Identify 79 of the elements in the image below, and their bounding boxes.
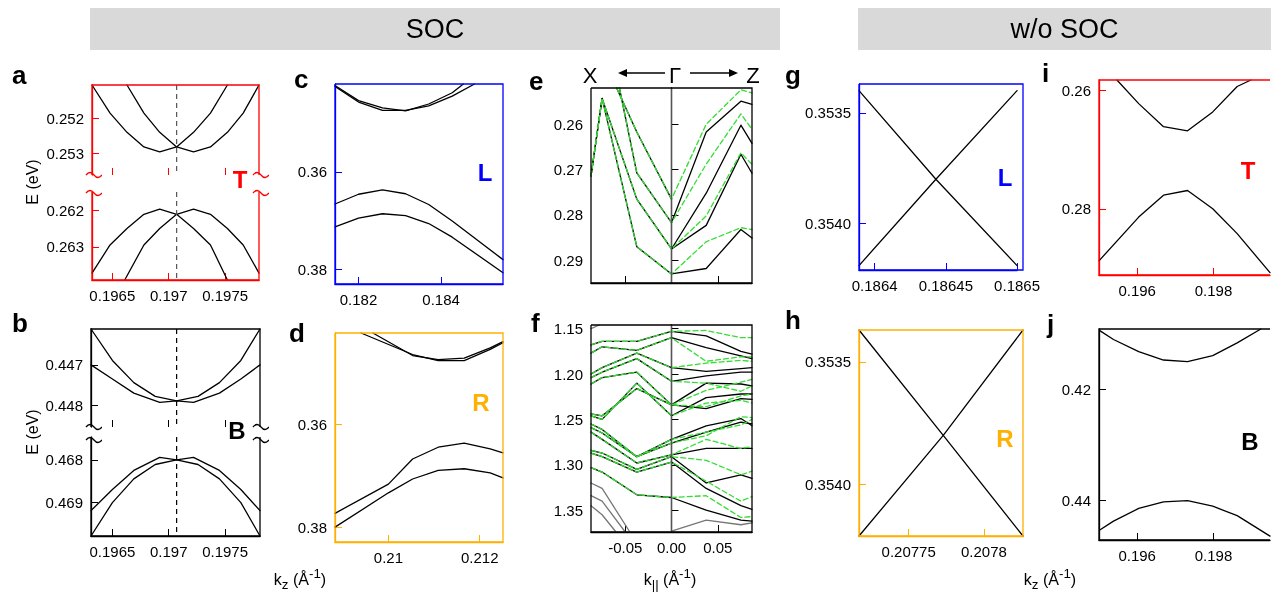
annotation: B: [228, 417, 246, 444]
text: w/o SOC: [1010, 13, 1119, 45]
y-tick-label: 0.42: [1061, 380, 1091, 398]
y-tick-label: 0.468: [45, 451, 83, 469]
x-tick-label: 0.1865: [994, 277, 1041, 294]
x-tick-label: 0.05: [703, 539, 733, 556]
annotation: L: [477, 159, 493, 186]
y-tick-label: 1.15: [553, 320, 583, 338]
annotation: B: [1241, 428, 1259, 455]
chart-title: h: [785, 305, 801, 335]
x-tick-label: 0.197: [149, 543, 188, 560]
y-tick-label: 0.38: [297, 260, 327, 278]
x-tick-label: 0.20775: [881, 543, 936, 560]
chart-title: d: [289, 318, 305, 348]
y-tick-label: 0.252: [46, 109, 84, 127]
x-tick-label: 0.212: [460, 549, 499, 566]
annotation: T: [1240, 157, 1256, 184]
y-tick-label: 0.262: [46, 201, 84, 219]
x-tick-label: 0.1864: [851, 277, 898, 294]
x-tick-label: 0.198: [1194, 282, 1233, 299]
x-tick-label: 0.1975: [202, 287, 249, 304]
x-tick-label: 0.1975: [202, 543, 249, 560]
chart-title: e: [529, 66, 544, 96]
y-tick-label: 1.25: [553, 410, 583, 428]
y-tick-label: 0.28: [1061, 200, 1091, 218]
annotation: R: [472, 389, 490, 416]
chart-title: b: [12, 308, 28, 338]
y-tick-label: 0.27: [553, 161, 583, 179]
y-tick-label: 0.36: [297, 163, 327, 181]
chart-title: f: [531, 308, 540, 338]
y-tick-label: 1.20: [553, 365, 583, 383]
y-tick-label: 0.263: [46, 238, 84, 256]
annotation: R: [996, 425, 1014, 452]
y-tick-label: 1.30: [553, 456, 583, 474]
y-axis-title: E (eV): [24, 159, 41, 205]
y-tick-label: 0.253: [46, 145, 84, 163]
y-tick-label: 0.3535: [805, 104, 851, 122]
x-axis-title: k$_{z}$ (Å$^{-1}$): [1023, 566, 1077, 593]
chart-title: a: [12, 60, 27, 90]
y-tick-label: 0.3540: [805, 215, 851, 232]
x-tick-label: 0.196: [1118, 547, 1156, 564]
x-tick-label: -0.05: [608, 539, 643, 556]
x-tick-label: 0.184: [422, 291, 460, 308]
y-tick-label: 0.28: [553, 206, 583, 224]
y-tick-label: 0.3535: [805, 353, 851, 371]
y-tick-label: 0.38: [297, 518, 327, 536]
x-tick-label: 0.196: [1118, 282, 1156, 299]
chart-title: c: [294, 64, 309, 94]
chart-title: g: [785, 60, 801, 90]
y-tick-label: 0.469: [45, 493, 83, 511]
y-tick-label: 0.36: [297, 416, 327, 434]
y-tick-label: 0.448: [45, 396, 83, 414]
x-axis-title: k$_{||}$ (Å$^{-1}$): [643, 566, 697, 593]
x-tick-label: 0.197: [149, 287, 188, 304]
annotation: X: [582, 63, 598, 88]
x-tick-label: 0.1965: [89, 287, 136, 304]
x-tick-label: 0.2078: [960, 543, 1007, 560]
x-tick-label: 0.18645: [918, 277, 973, 294]
annotation: T: [232, 166, 248, 193]
y-tick-label: 0.44: [1061, 491, 1091, 509]
annotation: L: [997, 164, 1013, 191]
x-axis-title: k$_{z}$ (Å$^{-1}$): [273, 566, 327, 593]
y-tick-label: 0.26: [553, 115, 583, 133]
x-tick-label: 0.182: [339, 291, 378, 308]
x-tick-label: 0.21: [373, 549, 404, 566]
y-tick-label: 0.29: [553, 251, 583, 269]
x-tick-label: 0.00: [656, 539, 687, 556]
y-tick-label: 0.26: [1061, 82, 1091, 100]
y-axis-title: E (eV): [24, 409, 41, 455]
chart-title: i: [1042, 58, 1050, 88]
x-tick-label: 0.198: [1194, 547, 1233, 564]
x-tick-label: 0.1965: [89, 543, 136, 560]
text: SOC: [405, 13, 465, 45]
y-tick-label: 1.35: [553, 501, 583, 519]
y-tick-label: 0.3540: [805, 476, 851, 493]
annotation: Z: [746, 63, 760, 88]
chart-title: j: [1046, 309, 1055, 339]
y-tick-label: 0.447: [45, 356, 83, 374]
annotation: Γ: [668, 63, 682, 88]
